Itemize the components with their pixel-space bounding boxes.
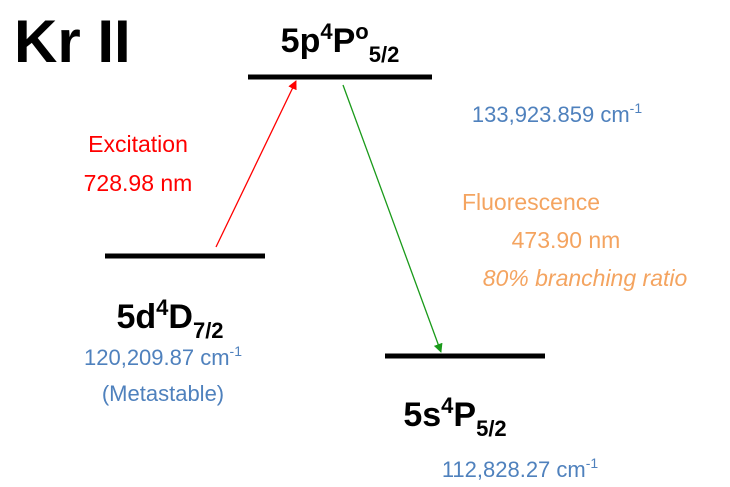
- transition-label: Fluorescence: [462, 189, 600, 215]
- energy: 120,209.87 cm-1: [84, 343, 242, 370]
- energy-value: 112,828.27 cm: [442, 457, 586, 482]
- energy-exp: -1: [230, 343, 243, 359]
- energy: 112,828.27 cm-1: [442, 455, 599, 482]
- multiplicity: 4: [441, 393, 454, 418]
- multiplicity: 4: [156, 295, 169, 320]
- energy-value: 120,209.87 cm: [84, 345, 230, 370]
- title: Kr II: [14, 8, 131, 75]
- transition-wavelength: 728.98 nm: [84, 170, 193, 196]
- level-note: (Metastable): [102, 381, 224, 406]
- config: 5d: [116, 298, 156, 336]
- term-label: 5d4D7/2: [116, 295, 223, 343]
- energy-exp: -1: [630, 100, 643, 116]
- transition-label: Excitation: [88, 131, 188, 157]
- excitation-arrow: [215, 80, 297, 248]
- energy-exp: -1: [586, 455, 599, 471]
- j: 5/2: [476, 416, 507, 441]
- parity: o: [355, 19, 368, 44]
- multiplicity: 4: [320, 19, 333, 44]
- energy-value: 133,923.859 cm: [472, 102, 630, 127]
- fluorescence-arrow: [342, 84, 443, 353]
- letter: D: [168, 298, 193, 336]
- j: 5/2: [369, 42, 400, 67]
- config: 5s: [403, 396, 441, 434]
- letter: P: [453, 396, 476, 434]
- transition-wavelength: 473.90 nm: [512, 227, 621, 253]
- energy: 133,923.859 cm-1: [472, 100, 642, 127]
- letter: P: [333, 22, 356, 60]
- config: 5p: [281, 22, 321, 60]
- term-label: 5p4Po5/2: [281, 19, 400, 67]
- j: 7/2: [193, 318, 224, 343]
- transition-note: 80% branching ratio: [483, 265, 688, 291]
- term-label: 5s4P5/2: [403, 393, 506, 441]
